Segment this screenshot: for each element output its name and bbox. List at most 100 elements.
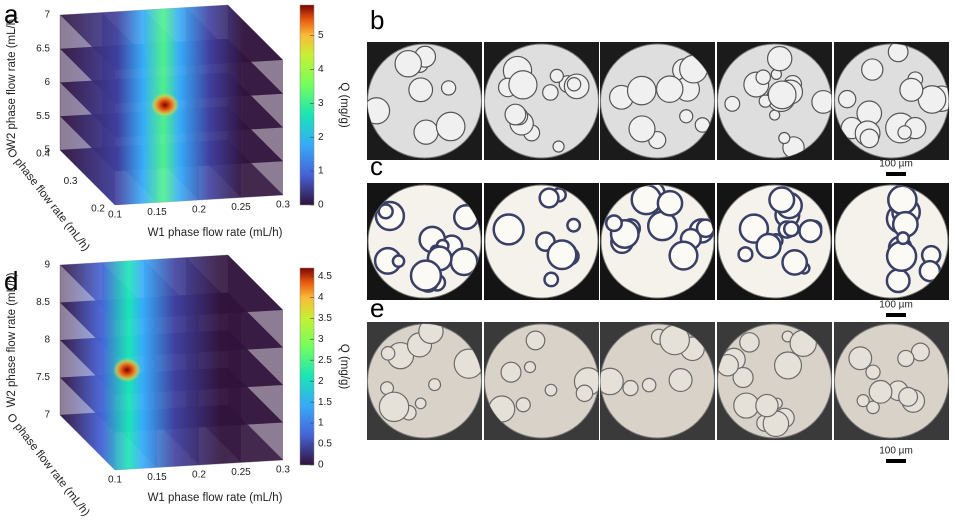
droplet	[755, 232, 782, 260]
droplet	[515, 397, 531, 413]
colorbar-tick-label: 4.5	[318, 271, 332, 282]
x-tick-label: 0.2	[192, 470, 206, 481]
z-tick-label: 8	[44, 335, 50, 346]
y-tick-label: 0.4	[36, 149, 50, 160]
colorbar-tick-label: 1	[318, 418, 324, 429]
droplet	[543, 271, 560, 288]
droplet	[895, 231, 911, 246]
colorbar-tick-label: 0	[318, 460, 324, 471]
colorbar-label: Q (mg/g)	[338, 344, 350, 390]
droplet	[538, 187, 560, 209]
droplets	[492, 187, 582, 288]
droplet	[798, 218, 823, 244]
droplet	[766, 45, 793, 72]
z-tick-label: 8.5	[36, 297, 50, 308]
slice	[102, 12, 157, 203]
droplet	[367, 97, 391, 125]
droplet	[755, 69, 772, 86]
field	[834, 323, 949, 439]
droplet	[868, 379, 893, 404]
colorbar-tick-label: 2.5	[318, 355, 332, 366]
colorbar-tick-label: 3	[318, 98, 324, 109]
droplet	[755, 393, 779, 418]
panel-label: b	[370, 5, 384, 35]
droplets	[837, 44, 949, 149]
droplet	[500, 361, 522, 383]
droplet	[865, 364, 881, 380]
droplet	[781, 249, 809, 276]
droplets	[717, 329, 817, 438]
scale-bar-label: 100 µm	[879, 300, 913, 311]
droplets	[497, 55, 590, 153]
x-axis-label: W1 phase flow rate (mL/h)	[148, 227, 283, 239]
field	[484, 43, 599, 159]
x-tick-label: 0.2	[192, 205, 206, 216]
z-tick-label: 7	[44, 410, 50, 421]
slice	[228, 255, 283, 460]
droplet	[542, 84, 559, 101]
panel-label: e	[370, 293, 384, 323]
droplet	[575, 384, 594, 403]
colorbar	[299, 267, 315, 466]
colorbar-tick-label: 4	[318, 292, 324, 303]
droplets	[367, 45, 466, 145]
y-tick-label: 0.3	[64, 176, 78, 187]
colorbar	[299, 4, 315, 206]
droplet	[848, 346, 873, 371]
droplet	[837, 89, 857, 109]
droplet	[413, 119, 439, 145]
scale-bar	[886, 459, 906, 463]
droplet	[566, 76, 582, 92]
droplet	[508, 70, 538, 100]
droplet	[628, 115, 656, 143]
x-tick-label: 0.1	[108, 210, 122, 221]
droplets	[885, 185, 942, 294]
colorbar-tick-label: 0	[318, 200, 324, 211]
droplet	[717, 353, 739, 377]
slice	[186, 7, 241, 198]
droplet	[566, 217, 582, 233]
droplet	[552, 140, 565, 153]
scale-bar-label: 100 µm	[879, 446, 913, 457]
colorbar-tick-label: 3	[318, 334, 324, 345]
droplet	[655, 75, 684, 103]
droplet	[409, 259, 443, 292]
droplet	[544, 383, 558, 397]
colorbar-tick-label: 4	[318, 64, 324, 75]
droplet	[435, 111, 466, 142]
slice	[60, 265, 115, 470]
z-tick-label: 7	[44, 10, 50, 21]
droplet	[885, 240, 918, 272]
colorbar-tick-label: 1	[318, 166, 324, 177]
droplet	[733, 392, 760, 419]
z-tick-label: 5	[44, 145, 50, 156]
droplet	[778, 131, 791, 145]
droplet	[378, 391, 410, 423]
droplet	[887, 185, 918, 216]
droplet	[428, 378, 442, 392]
x-tick-label: 0.3	[276, 465, 290, 476]
scale-bar	[886, 172, 906, 176]
scale-bar	[886, 313, 906, 317]
droplet	[523, 360, 537, 374]
droplet	[732, 366, 754, 389]
droplet	[668, 240, 699, 271]
droplet	[861, 58, 884, 81]
droplet	[782, 220, 800, 238]
droplet	[641, 377, 657, 393]
droplet	[549, 68, 564, 84]
droplet	[408, 77, 434, 103]
droplet	[859, 128, 880, 149]
droplets	[378, 324, 482, 423]
colorbar-tick-label: 0.5	[318, 439, 332, 450]
scale-bar-label: 100 µm	[879, 159, 913, 170]
droplet	[724, 95, 741, 112]
droplet	[679, 109, 694, 124]
droplet	[811, 89, 832, 114]
droplet	[414, 397, 427, 410]
hotspot	[151, 93, 179, 117]
colorbar-tick-label: 2	[318, 376, 324, 387]
droplets	[737, 186, 823, 276]
droplets	[605, 185, 714, 271]
